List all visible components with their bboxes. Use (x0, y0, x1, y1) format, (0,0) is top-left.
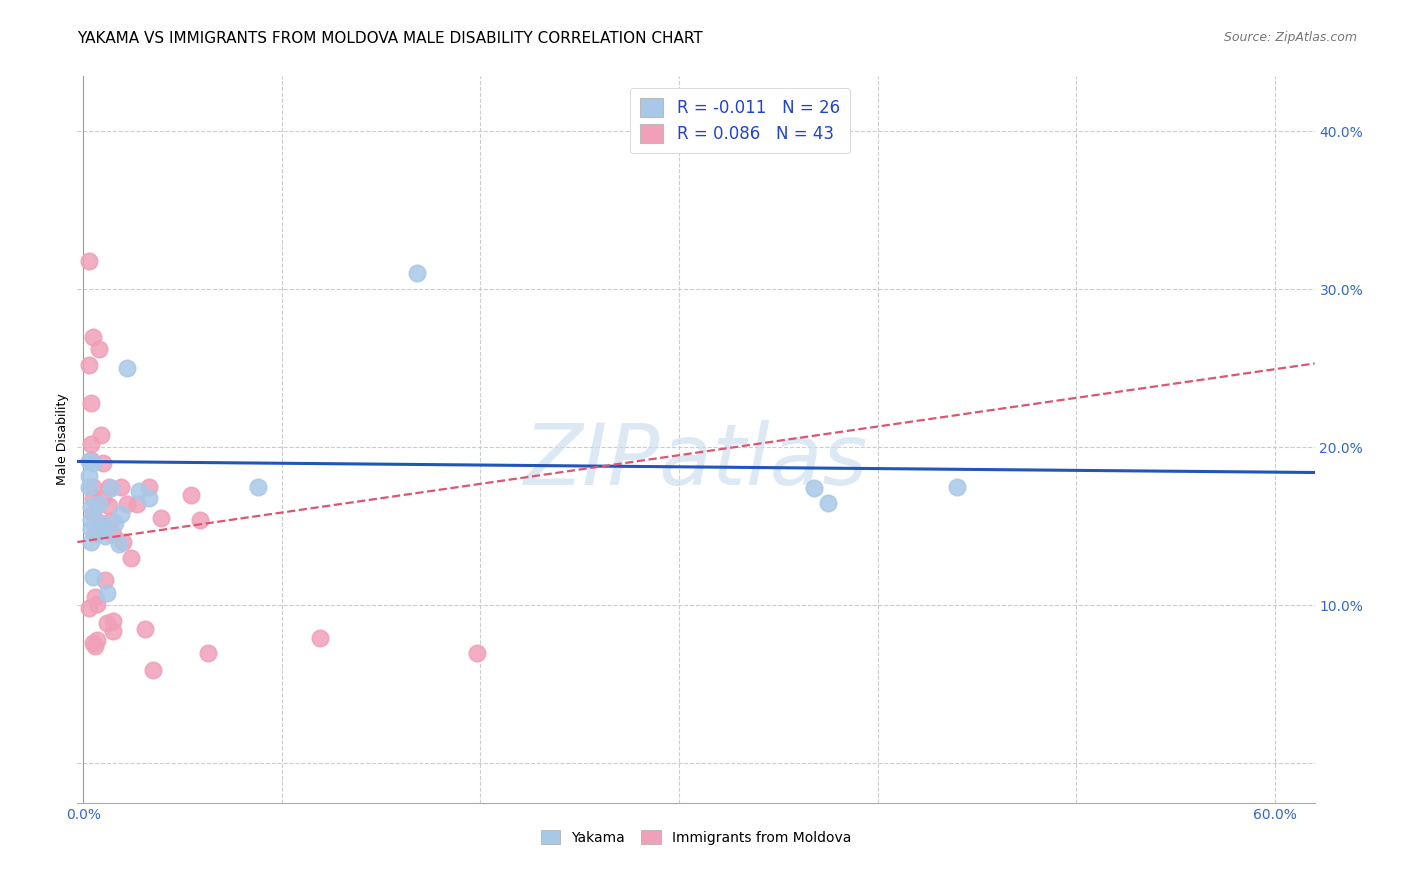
Point (190, 513, 212, 527)
Y-axis label: Male Disability: Male Disability (56, 393, 69, 485)
Point (817, 495, 839, 509)
Point (77, 601, 100, 615)
Point (86, 633, 108, 648)
Point (110, 480, 132, 494)
Point (308, 632, 330, 646)
Point (98, 480, 121, 494)
Point (82, 329, 104, 343)
Point (91, 522, 114, 536)
Legend: Yakama, Immigrants from Moldova: Yakama, Immigrants from Moldova (534, 824, 858, 850)
Point (77, 358, 100, 372)
Point (101, 624, 124, 638)
Point (138, 480, 160, 494)
Point (77, 454, 100, 468)
Point (96, 585, 118, 599)
Point (82, 507, 104, 521)
Point (94, 573, 117, 587)
Point (134, 622, 156, 636)
Point (82, 480, 104, 494)
Point (89, 497, 111, 511)
Point (142, 663, 165, 677)
Point (100, 481, 122, 495)
Point (80, 453, 103, 467)
Point (406, 266, 429, 280)
Point (197, 646, 219, 660)
Point (138, 491, 160, 505)
Point (803, 481, 825, 495)
Point (91, 456, 114, 470)
Point (84, 640, 107, 654)
Point (86, 597, 108, 611)
Point (89, 343, 111, 357)
Point (101, 527, 124, 541)
Point (84, 527, 107, 541)
Point (100, 515, 122, 529)
Point (108, 536, 131, 550)
Point (80, 437, 103, 451)
Point (84, 591, 107, 605)
Point (128, 484, 150, 499)
Point (104, 516, 127, 530)
Point (80, 535, 103, 549)
Point (82, 636, 104, 650)
Point (77, 468, 100, 483)
Point (82, 570, 104, 584)
Point (94, 529, 117, 543)
Point (80, 513, 103, 527)
Point (120, 550, 142, 565)
Text: ZIPatlas: ZIPatlas (524, 419, 868, 502)
Text: Source: ZipAtlas.com: Source: ZipAtlas.com (1223, 31, 1357, 45)
Point (111, 535, 134, 549)
Point (98, 499, 121, 513)
Point (80, 522, 103, 536)
Point (91, 491, 114, 505)
Point (96, 615, 118, 630)
Point (125, 497, 148, 511)
Point (80, 500, 103, 515)
Point (90, 427, 112, 442)
Point (91, 519, 114, 533)
Point (149, 511, 172, 525)
Text: YAKAMA VS IMMIGRANTS FROM MOLDOVA MALE DISABILITY CORRELATION CHART: YAKAMA VS IMMIGRANTS FROM MOLDOVA MALE D… (77, 31, 703, 46)
Point (77, 253, 100, 268)
Point (465, 646, 488, 660)
Point (115, 497, 138, 511)
Point (115, 361, 138, 376)
Point (80, 396, 103, 410)
Point (946, 480, 969, 494)
Point (82, 456, 104, 470)
Point (101, 614, 124, 628)
Point (180, 488, 202, 502)
Point (90, 516, 112, 530)
Point (110, 507, 132, 521)
Point (82, 491, 104, 505)
Point (77, 480, 100, 494)
Point (247, 480, 270, 494)
